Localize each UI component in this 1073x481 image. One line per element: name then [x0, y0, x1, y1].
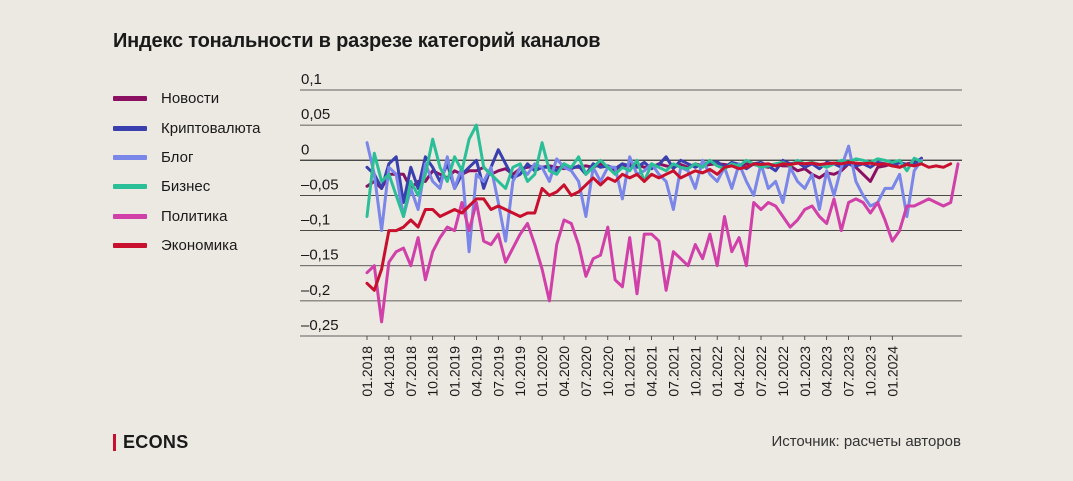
x-tick-label: 10.2022	[775, 346, 791, 397]
y-tick-label: –0,1	[301, 212, 330, 229]
legend-item: Новости	[113, 84, 261, 113]
y-tick-label: –0,05	[301, 176, 339, 193]
x-tick-label: 10.2021	[687, 346, 703, 397]
x-tick-label: 01.2024	[884, 346, 900, 397]
x-tick-label: 07.2023	[841, 346, 857, 397]
x-tick-label: 01.2019	[447, 346, 463, 397]
brand-bar	[113, 434, 116, 451]
brand-logo: ECONS	[113, 432, 189, 453]
x-tick-label: 04.2021	[644, 346, 660, 397]
x-tick-label: 01.2023	[797, 346, 813, 397]
legend: Новости Криптовалюта Блог Бизнес Политик…	[113, 84, 261, 260]
y-tick-label: –0,2	[301, 282, 330, 299]
x-tick-label: 07.2020	[578, 346, 594, 397]
x-tick-label: 04.2023	[819, 346, 835, 397]
x-tick-label: 10.2023	[862, 346, 878, 397]
y-tick-label: –0,15	[301, 247, 339, 264]
x-tick-label: 01.2022	[709, 346, 725, 397]
legend-swatch	[113, 213, 147, 219]
x-tick-label: 01.2018	[359, 346, 375, 397]
x-tick-label: 04.2018	[381, 346, 397, 397]
legend-swatch	[113, 96, 147, 102]
legend-swatch	[113, 184, 147, 190]
y-tick-label: –0,25	[301, 317, 339, 334]
x-tick-label: 01.2020	[534, 346, 550, 397]
x-tick-label: 04.2022	[731, 346, 747, 397]
legend-label: Бизнес	[161, 178, 211, 196]
legend-swatch	[113, 125, 147, 131]
legend-item: Бизнес	[113, 172, 261, 201]
x-tick-label: 07.2018	[403, 346, 419, 397]
legend-item: Политика	[113, 202, 261, 231]
x-tick-label: 07.2021	[665, 346, 681, 397]
x-tick-label: 04.2019	[468, 346, 484, 397]
x-tick-label: 07.2022	[753, 346, 769, 397]
series-line	[365, 162, 960, 324]
source-note: Источник: расчеты авторов	[771, 433, 961, 450]
legend-swatch	[113, 243, 147, 249]
legend-label: Политика	[161, 207, 228, 225]
legend-item: Экономика	[113, 231, 261, 260]
brand-name: ECONS	[123, 432, 189, 452]
x-tick-label: 04.2020	[556, 346, 572, 397]
legend-swatch	[113, 154, 147, 160]
y-tick-label: 0,1	[301, 71, 322, 88]
x-tick-label: 07.2019	[490, 346, 506, 397]
chart-title: Индекс тональности в разрезе категорий к…	[113, 30, 601, 52]
legend-label: Криптовалюта	[161, 119, 261, 137]
series-line	[365, 141, 923, 254]
x-tick-label: 10.2018	[425, 346, 441, 397]
x-tick-label: 10.2019	[512, 346, 528, 397]
y-tick-label: 0,05	[301, 106, 330, 123]
legend-item: Криптовалюта	[113, 113, 261, 142]
legend-item: Блог	[113, 143, 261, 172]
x-tick-label: 01.2021	[622, 346, 638, 397]
legend-label: Новости	[161, 90, 220, 108]
y-tick-label: 0	[301, 141, 309, 158]
series-line	[365, 160, 953, 292]
legend-label: Блог	[161, 148, 194, 166]
x-tick-label: 10.2020	[600, 346, 616, 397]
legend-label: Экономика	[161, 237, 238, 255]
